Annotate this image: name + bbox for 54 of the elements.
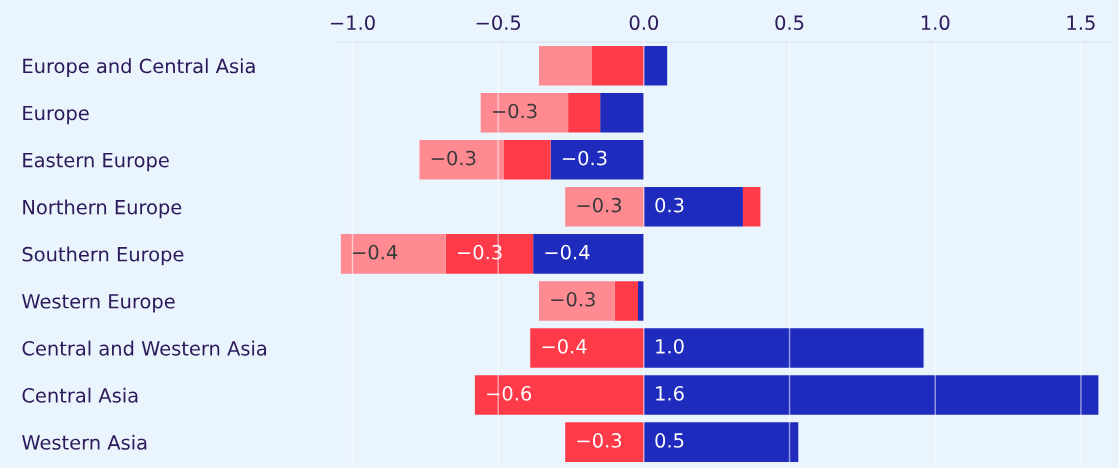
bar	[480, 92, 569, 133]
data-label: −0.6	[487, 386, 532, 401]
y-tick-label: Eastern Europe	[23, 152, 169, 172]
bar	[643, 328, 924, 368]
data-label: 0.3	[655, 197, 684, 213]
x-tick-label: 0.0	[629, 15, 659, 31]
bar	[550, 140, 644, 180]
x-tick-label: 1.0	[921, 15, 950, 31]
y-tick-label: Europe and Central Asia	[23, 58, 255, 78]
data-label: 1.0	[656, 338, 684, 354]
data-label: −0.3	[431, 150, 476, 166]
y-tick-label: Western Europe	[22, 294, 175, 313]
x-tick-label: −0.5	[476, 15, 521, 31]
bar	[474, 375, 644, 415]
bar	[643, 187, 743, 227]
data-label: 0.5	[655, 433, 684, 448]
y-tick-label: Central Asia	[22, 387, 138, 403]
bar	[591, 45, 644, 86]
bar	[643, 375, 1099, 415]
data-label: −0.3	[458, 244, 502, 260]
data-label: −0.3	[492, 103, 537, 119]
bar	[530, 328, 644, 368]
x-tick-label: −1.0	[330, 15, 375, 31]
data-label: −0.3	[577, 433, 622, 448]
bar	[565, 187, 644, 227]
data-label: −0.3	[577, 197, 622, 213]
bar	[643, 422, 799, 462]
data-label: −0.3	[562, 150, 607, 166]
bar	[538, 281, 615, 321]
bar	[638, 281, 644, 321]
bar	[419, 140, 505, 180]
bar	[600, 92, 644, 133]
bar	[614, 281, 639, 321]
y-tick-label: Northern Europe	[23, 199, 182, 219]
y-tick-label: Central and Western Asia	[22, 340, 267, 356]
data-label: −0.3	[551, 291, 595, 307]
x-tick-label: 1.5	[1067, 15, 1095, 31]
bar	[742, 187, 761, 227]
data-label: −0.4	[545, 244, 590, 260]
bar	[504, 140, 551, 180]
data-label: −0.4	[542, 338, 587, 354]
bar	[643, 45, 668, 86]
data-label: 1.6	[656, 386, 684, 401]
data-label: −0.4	[353, 244, 398, 260]
bar	[445, 234, 534, 274]
y-tick-label: Western Asia	[22, 434, 147, 450]
bar	[565, 422, 644, 462]
y-tick-label: Europe	[23, 105, 89, 125]
y-tick-label: Southern Europe	[22, 246, 184, 266]
bar	[340, 234, 446, 274]
bar	[538, 45, 592, 86]
bar	[533, 234, 644, 274]
x-tick-label: 0.5	[775, 15, 804, 31]
bar	[568, 92, 601, 133]
